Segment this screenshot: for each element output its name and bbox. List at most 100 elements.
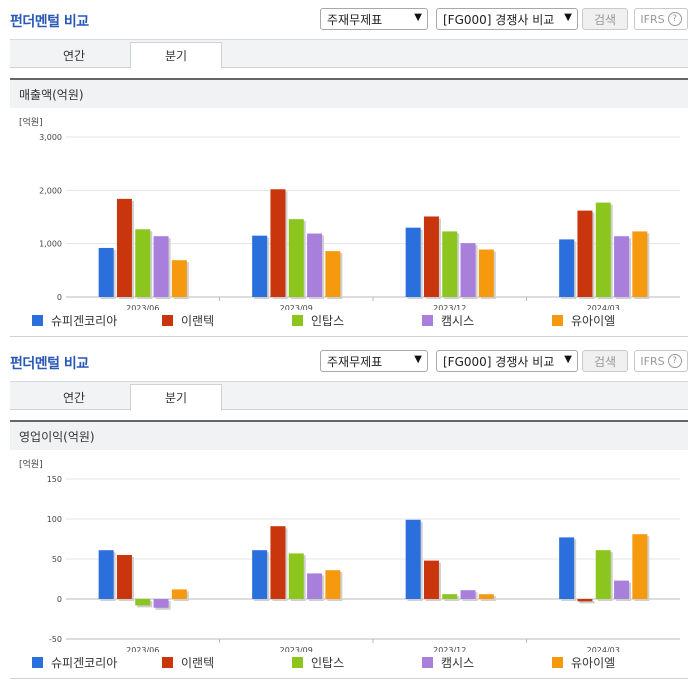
bar-shadow: [579, 601, 595, 604]
ifrs-help-button[interactable]: IFRS ?: [634, 350, 688, 372]
bar: [325, 251, 341, 297]
bar: [614, 580, 630, 599]
bar: [116, 198, 132, 297]
metric-title: 매출액(억원): [19, 87, 84, 102]
bar: [423, 216, 439, 297]
bar: [478, 594, 494, 599]
y-tick-label: 100: [47, 515, 62, 524]
legend-label: 인탑스: [311, 656, 345, 670]
legend-label: 유아이엘: [571, 656, 616, 670]
legend-item[interactable]: 유아이엘: [552, 654, 615, 671]
chevron-down-icon: ▼: [564, 354, 572, 365]
tab-quarterly[interactable]: 분기: [130, 384, 222, 411]
legend-swatch: [422, 315, 433, 326]
bar: [632, 231, 648, 297]
bar: [325, 570, 341, 599]
y-tick-label: -50: [49, 635, 62, 644]
bar: [98, 550, 114, 599]
legend-item[interactable]: 슈피겐코리아: [32, 654, 117, 671]
legend-label: 유아이엘: [571, 314, 616, 328]
bar: [595, 550, 611, 599]
bar: [559, 537, 575, 599]
chart-legend: 슈피겐코리아 이랜텍 인탑스 캠시스 유아이엘: [0, 312, 696, 328]
legend-swatch: [292, 657, 303, 668]
operating-profit-bar-chart: [억원] -50 0 50 100 150 2023/06 2023/09 2023/12 202…: [19, 458, 680, 652]
y-tick-label: 0: [57, 293, 62, 302]
legend-swatch: [162, 657, 173, 668]
legend-label: 슈피겐코리아: [51, 656, 118, 670]
bar: [577, 210, 593, 297]
chart-legend: 슈피겐코리아 이랜텍 인탑스 캠시스 유아이엘: [0, 654, 696, 670]
legend-label: 캠시스: [441, 656, 475, 670]
legend-item[interactable]: 캠시스: [422, 312, 474, 329]
x-tick-label: 2023/09: [280, 304, 313, 310]
legend-swatch: [552, 657, 563, 668]
question-icon: ?: [667, 354, 682, 368]
search-button[interactable]: 검색: [582, 8, 628, 30]
ifrs-help-button[interactable]: IFRS ?: [634, 8, 688, 30]
x-tick-label: 2023/12: [433, 304, 466, 310]
legend-item[interactable]: 슈피겐코리아: [32, 312, 117, 329]
panel-title: 펀더멘털 비교: [10, 14, 89, 30]
bar: [577, 599, 593, 602]
bar: [135, 599, 151, 606]
metric-header: 영업이익(억원): [10, 420, 688, 450]
legend-label: 캠시스: [441, 314, 475, 328]
bar: [442, 231, 458, 297]
question-icon: ?: [667, 12, 682, 26]
legend-item[interactable]: 이랜텍: [162, 312, 214, 329]
bar: [288, 219, 304, 297]
bar: [171, 589, 187, 599]
y-tick-label: 3,000: [39, 133, 62, 142]
panel-operating-profit: 펀더멘털 비교 주재무제표 ▼ [FG000] 경쟁사 비교 ▼ 검색 IFRS…: [0, 342, 696, 684]
bar: [171, 260, 187, 297]
bar: [405, 227, 421, 297]
y-tick-label: 150: [47, 475, 62, 484]
bar: [252, 550, 268, 599]
comparison-select[interactable]: [FG000] 경쟁사 비교 ▼: [436, 8, 578, 30]
legend-item[interactable]: 이랜텍: [162, 654, 214, 671]
legend-label: 인탑스: [311, 314, 345, 328]
chevron-down-icon: ▼: [414, 12, 422, 23]
legend-label: 이랜텍: [181, 314, 215, 328]
financial-statement-select-value: 주재무제표: [327, 354, 383, 369]
ifrs-label: IFRS: [640, 12, 665, 26]
x-tick-label: 2023/09: [280, 646, 313, 652]
comparison-select[interactable]: [FG000] 경쟁사 비교 ▼: [436, 350, 578, 372]
bar: [632, 534, 648, 599]
tab-annual[interactable]: 연간: [62, 49, 86, 63]
legend-item[interactable]: 유아이엘: [552, 312, 615, 329]
panel-revenue: 펀더멘털 비교 주재무제표 ▼ [FG000] 경쟁사 비교 ▼ 검색 IFRS…: [0, 8, 696, 337]
bar: [270, 189, 286, 297]
search-button[interactable]: 검색: [582, 350, 628, 372]
panel-header: 펀더멘털 비교 주재무제표 ▼ [FG000] 경쟁사 비교 ▼ 검색 IFRS…: [0, 342, 696, 382]
x-tick-label: 2023/12: [433, 646, 466, 652]
financial-statement-select[interactable]: 주재무제표 ▼: [320, 8, 428, 30]
divider: [10, 678, 688, 679]
tab-quarterly[interactable]: 분기: [130, 42, 222, 69]
tab-annual[interactable]: 연간: [62, 391, 86, 405]
legend-item[interactable]: 캠시스: [422, 654, 474, 671]
bar: [288, 553, 304, 599]
bar: [595, 202, 611, 297]
metric-title: 영업이익(억원): [19, 429, 95, 444]
legend-item[interactable]: 인탑스: [292, 312, 344, 329]
legend-label: 슈피겐코리아: [51, 314, 118, 328]
y-tick-label: 50: [52, 555, 62, 564]
unit-label: [억원]: [19, 458, 43, 470]
ifrs-label: IFRS: [640, 354, 665, 368]
financial-statement-select-value: 주재무제표: [327, 12, 383, 27]
bar: [307, 573, 323, 599]
legend-item[interactable]: 인탑스: [292, 654, 344, 671]
financial-statement-select[interactable]: 주재무제표 ▼: [320, 350, 428, 372]
bar: [307, 233, 323, 297]
bar: [252, 235, 268, 297]
bar: [423, 560, 439, 599]
legend-swatch: [292, 315, 303, 326]
comparison-select-value: [FG000] 경쟁사 비교: [443, 354, 555, 369]
legend-swatch: [32, 657, 43, 668]
bar: [442, 594, 458, 599]
x-tick-label: 2023/06: [126, 646, 159, 652]
period-tabs: 연간 분기: [10, 381, 688, 411]
bar: [270, 526, 286, 599]
